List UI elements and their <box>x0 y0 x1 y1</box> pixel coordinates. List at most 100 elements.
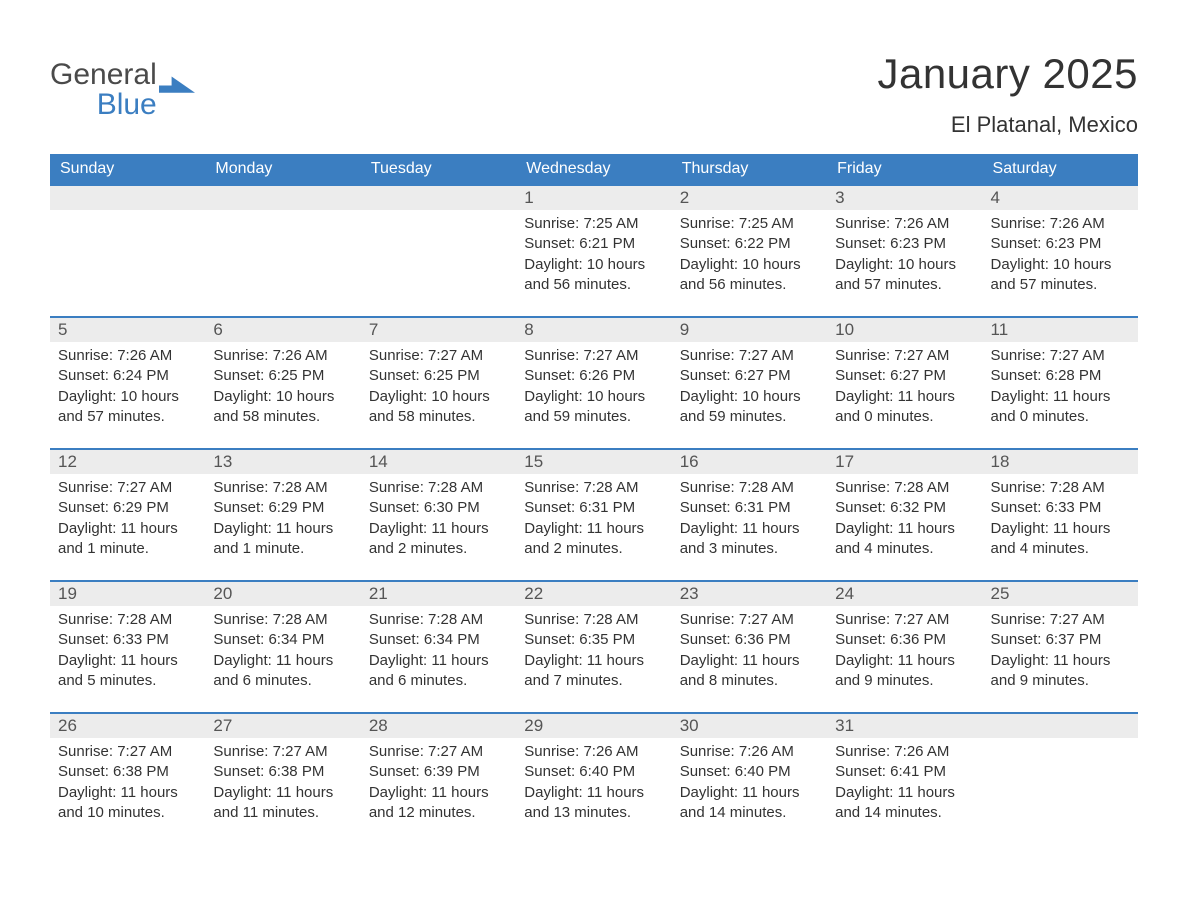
calendar-cell: 29Sunrise: 7:26 AMSunset: 6:40 PMDayligh… <box>516 712 671 844</box>
day-d2: and 57 minutes. <box>58 407 197 427</box>
day-d1: Daylight: 11 hours <box>369 651 508 671</box>
calendar-cell: 20Sunrise: 7:28 AMSunset: 6:34 PMDayligh… <box>205 580 360 712</box>
day-number <box>205 184 360 210</box>
day-d2: and 11 minutes. <box>213 803 352 823</box>
day-sunset: Sunset: 6:27 PM <box>680 366 819 386</box>
day-sunrise: Sunrise: 7:28 AM <box>369 478 508 498</box>
day-number: 17 <box>827 448 982 474</box>
day-number: 30 <box>672 712 827 738</box>
day-details: Sunrise: 7:26 AMSunset: 6:25 PMDaylight:… <box>205 342 360 433</box>
day-details: Sunrise: 7:26 AMSunset: 6:41 PMDaylight:… <box>827 738 982 829</box>
day-details: Sunrise: 7:28 AMSunset: 6:35 PMDaylight:… <box>516 606 671 697</box>
day-d2: and 13 minutes. <box>524 803 663 823</box>
day-number: 4 <box>983 184 1138 210</box>
day-number: 24 <box>827 580 982 606</box>
day-number: 9 <box>672 316 827 342</box>
day-sunrise: Sunrise: 7:27 AM <box>835 610 974 630</box>
calendar-cell <box>361 184 516 316</box>
day-sunrise: Sunrise: 7:27 AM <box>680 346 819 366</box>
day-number: 2 <box>672 184 827 210</box>
day-d2: and 0 minutes. <box>835 407 974 427</box>
day-d1: Daylight: 11 hours <box>369 783 508 803</box>
day-details: Sunrise: 7:26 AMSunset: 6:23 PMDaylight:… <box>983 210 1138 301</box>
day-details: Sunrise: 7:28 AMSunset: 6:34 PMDaylight:… <box>361 606 516 697</box>
day-sunrise: Sunrise: 7:27 AM <box>58 478 197 498</box>
day-d1: Daylight: 11 hours <box>213 783 352 803</box>
day-number: 14 <box>361 448 516 474</box>
day-details: Sunrise: 7:27 AMSunset: 6:36 PMDaylight:… <box>827 606 982 697</box>
day-sunrise: Sunrise: 7:26 AM <box>835 742 974 762</box>
day-details: Sunrise: 7:27 AMSunset: 6:27 PMDaylight:… <box>672 342 827 433</box>
day-sunset: Sunset: 6:29 PM <box>213 498 352 518</box>
logo-word1: General <box>50 58 157 91</box>
day-sunset: Sunset: 6:33 PM <box>991 498 1130 518</box>
day-details: Sunrise: 7:26 AMSunset: 6:24 PMDaylight:… <box>50 342 205 433</box>
day-sunset: Sunset: 6:23 PM <box>991 234 1130 254</box>
day-d2: and 58 minutes. <box>369 407 508 427</box>
day-sunset: Sunset: 6:41 PM <box>835 762 974 782</box>
day-d2: and 3 minutes. <box>680 539 819 559</box>
calendar-cell: 4Sunrise: 7:26 AMSunset: 6:23 PMDaylight… <box>983 184 1138 316</box>
day-number: 13 <box>205 448 360 474</box>
day-sunrise: Sunrise: 7:28 AM <box>680 478 819 498</box>
calendar-cell: 24Sunrise: 7:27 AMSunset: 6:36 PMDayligh… <box>827 580 982 712</box>
logo-flag-icon <box>159 75 195 105</box>
calendar-cell: 15Sunrise: 7:28 AMSunset: 6:31 PMDayligh… <box>516 448 671 580</box>
day-number: 8 <box>516 316 671 342</box>
day-details: Sunrise: 7:28 AMSunset: 6:31 PMDaylight:… <box>672 474 827 565</box>
calendar-cell: 16Sunrise: 7:28 AMSunset: 6:31 PMDayligh… <box>672 448 827 580</box>
day-d2: and 14 minutes. <box>835 803 974 823</box>
day-details: Sunrise: 7:25 AMSunset: 6:21 PMDaylight:… <box>516 210 671 301</box>
day-sunset: Sunset: 6:22 PM <box>680 234 819 254</box>
day-d2: and 56 minutes. <box>524 275 663 295</box>
weekday-header: Wednesday <box>516 154 671 184</box>
day-sunset: Sunset: 6:25 PM <box>369 366 508 386</box>
day-number: 12 <box>50 448 205 474</box>
calendar-cell: 2Sunrise: 7:25 AMSunset: 6:22 PMDaylight… <box>672 184 827 316</box>
day-sunrise: Sunrise: 7:25 AM <box>524 214 663 234</box>
calendar-cell: 28Sunrise: 7:27 AMSunset: 6:39 PMDayligh… <box>361 712 516 844</box>
day-d2: and 57 minutes. <box>991 275 1130 295</box>
day-sunrise: Sunrise: 7:28 AM <box>991 478 1130 498</box>
day-sunrise: Sunrise: 7:27 AM <box>58 742 197 762</box>
day-d1: Daylight: 11 hours <box>524 519 663 539</box>
weekday-header: Sunday <box>50 154 205 184</box>
day-d1: Daylight: 11 hours <box>991 387 1130 407</box>
day-sunrise: Sunrise: 7:28 AM <box>524 610 663 630</box>
day-sunrise: Sunrise: 7:27 AM <box>835 346 974 366</box>
day-sunrise: Sunrise: 7:26 AM <box>524 742 663 762</box>
day-details: Sunrise: 7:27 AMSunset: 6:26 PMDaylight:… <box>516 342 671 433</box>
weekday-header: Saturday <box>983 154 1138 184</box>
day-sunset: Sunset: 6:30 PM <box>369 498 508 518</box>
calendar-cell <box>205 184 360 316</box>
calendar-cell: 13Sunrise: 7:28 AMSunset: 6:29 PMDayligh… <box>205 448 360 580</box>
day-d1: Daylight: 10 hours <box>524 387 663 407</box>
calendar-cell: 12Sunrise: 7:27 AMSunset: 6:29 PMDayligh… <box>50 448 205 580</box>
day-d2: and 0 minutes. <box>991 407 1130 427</box>
day-sunrise: Sunrise: 7:28 AM <box>369 610 508 630</box>
day-details: Sunrise: 7:27 AMSunset: 6:27 PMDaylight:… <box>827 342 982 433</box>
location: El Platanal, Mexico <box>877 112 1138 138</box>
day-sunrise: Sunrise: 7:26 AM <box>991 214 1130 234</box>
day-sunset: Sunset: 6:33 PM <box>58 630 197 650</box>
day-details: Sunrise: 7:27 AMSunset: 6:38 PMDaylight:… <box>50 738 205 829</box>
day-d1: Daylight: 11 hours <box>680 519 819 539</box>
day-number: 15 <box>516 448 671 474</box>
weekday-header: Monday <box>205 154 360 184</box>
day-sunset: Sunset: 6:35 PM <box>524 630 663 650</box>
day-sunset: Sunset: 6:40 PM <box>524 762 663 782</box>
calendar-cell <box>983 712 1138 844</box>
day-number: 16 <box>672 448 827 474</box>
day-sunrise: Sunrise: 7:27 AM <box>369 742 508 762</box>
day-sunrise: Sunrise: 7:27 AM <box>369 346 508 366</box>
day-d2: and 6 minutes. <box>369 671 508 691</box>
day-number: 20 <box>205 580 360 606</box>
day-number: 22 <box>516 580 671 606</box>
day-d2: and 14 minutes. <box>680 803 819 823</box>
day-d1: Daylight: 10 hours <box>213 387 352 407</box>
day-sunrise: Sunrise: 7:28 AM <box>835 478 974 498</box>
calendar-cell: 9Sunrise: 7:27 AMSunset: 6:27 PMDaylight… <box>672 316 827 448</box>
calendar-cell: 11Sunrise: 7:27 AMSunset: 6:28 PMDayligh… <box>983 316 1138 448</box>
day-d1: Daylight: 11 hours <box>991 519 1130 539</box>
day-d1: Daylight: 11 hours <box>524 783 663 803</box>
